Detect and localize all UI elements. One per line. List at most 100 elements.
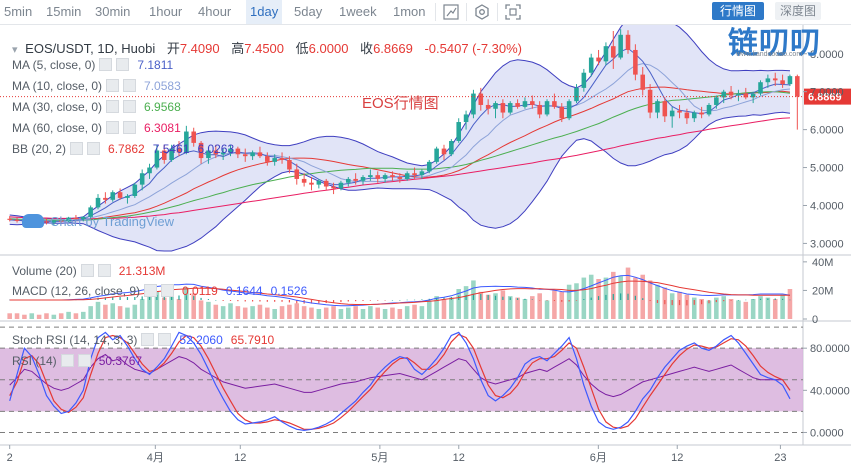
- candle: [110, 190, 116, 202]
- timeframe-1mon[interactable]: 1mon: [393, 4, 426, 19]
- indicator-settings-icon[interactable]: [106, 121, 120, 134]
- timeframe-1week[interactable]: 1week: [339, 4, 377, 19]
- candle-body: [176, 148, 182, 153]
- candle: [213, 144, 219, 159]
- macd-histogram-bar: [126, 297, 129, 300]
- candle-body: [206, 150, 211, 159]
- macd-histogram-bar: [369, 300, 371, 301]
- indicator-settings-icon[interactable]: [99, 58, 113, 71]
- macd-histogram-bar: [156, 294, 158, 300]
- candle-body: [213, 150, 219, 155]
- candle: [574, 84, 579, 104]
- indicator-remove-icon[interactable]: [87, 142, 101, 155]
- price-axis-label: 8.0000: [810, 49, 844, 61]
- volume-bar: [677, 291, 682, 319]
- indicator-remove-icon[interactable]: [123, 100, 137, 113]
- candle: [139, 169, 145, 191]
- indicator-settings-icon[interactable]: [80, 264, 94, 277]
- candle: [390, 171, 395, 181]
- volume-bar: [36, 314, 42, 319]
- indicator-settings-icon[interactable]: [60, 354, 74, 367]
- indicator-settings-icon[interactable]: [70, 142, 84, 155]
- candle: [493, 101, 498, 119]
- candle: [331, 182, 336, 195]
- timeframe-1hour[interactable]: 1hour: [149, 4, 183, 19]
- volume-bar: [81, 311, 86, 319]
- volume-bar: [125, 307, 130, 319]
- candle: [714, 95, 719, 109]
- volume-bar: [397, 309, 403, 319]
- candle-body: [625, 34, 631, 50]
- candle-body: [346, 178, 351, 183]
- timeframe-5day[interactable]: 5day: [294, 4, 323, 19]
- candle: [147, 163, 152, 179]
- indicator-remove-icon[interactable]: [77, 354, 91, 367]
- macd-histogram-bar: [399, 300, 401, 301]
- fullscreen-icon[interactable]: [504, 3, 522, 21]
- macd-histogram-bar: [723, 300, 725, 302]
- candle-body: [139, 173, 145, 185]
- indicator-settings-icon[interactable]: [106, 100, 120, 113]
- indicator-remove-icon[interactable]: [123, 79, 137, 92]
- candle: [662, 97, 668, 123]
- macd-histogram-bar: [9, 299, 11, 301]
- volume-bar: [625, 267, 631, 319]
- candle: [780, 74, 785, 88]
- bb-legend-name: BB (20, 2): [12, 142, 67, 156]
- volume-bar: [360, 309, 366, 319]
- volume-bar: [338, 309, 344, 319]
- indicator-settings-icon[interactable]: [141, 333, 155, 346]
- settings-icon[interactable]: [473, 3, 491, 21]
- candle: [706, 103, 712, 117]
- timeframe-30min[interactable]: 30min: [95, 4, 131, 19]
- volume-bar: [331, 306, 336, 319]
- stoch-axis-label: 40.0000: [810, 385, 850, 397]
- macd-histogram-bar: [443, 297, 445, 300]
- volume-bar: [537, 293, 542, 319]
- chevron-down-icon[interactable]: ▾: [12, 44, 18, 56]
- volume-bar: [574, 283, 579, 319]
- candle: [434, 146, 439, 164]
- macd-histogram-bar: [487, 294, 489, 300]
- indicator-settings-icon[interactable]: [144, 284, 158, 297]
- tradingview-badge[interactable]: Chart by TradingView: [22, 214, 174, 229]
- candle: [581, 68, 587, 92]
- macd-histogram-bar: [377, 300, 379, 301]
- chart-area[interactable]: 6.8869 8.0000 7.0000 6.0000 5.0000 4.0000 3.00…: [0, 25, 851, 470]
- candle-body: [618, 34, 623, 58]
- volume-bar: [323, 307, 329, 319]
- timeframe-15min[interactable]: 15min: [46, 4, 82, 19]
- candle-body: [404, 173, 410, 179]
- timeframe-4hour[interactable]: 4hour: [198, 4, 232, 19]
- indicator-remove-icon[interactable]: [123, 121, 137, 134]
- volume-bar: [139, 299, 145, 319]
- draw-line-icon[interactable]: [442, 3, 460, 21]
- timeframe-5min[interactable]: 5min: [4, 4, 33, 19]
- indicator-settings-icon[interactable]: [106, 79, 120, 92]
- macd-histogram-bar: [171, 294, 173, 300]
- candle-body: [287, 159, 292, 170]
- candle-body: [795, 76, 800, 97]
- macd-histogram-bar: [436, 297, 438, 300]
- macd-histogram-bar: [148, 295, 151, 300]
- candle: [368, 169, 373, 181]
- candle: [419, 169, 425, 179]
- volume-bar: [728, 299, 734, 319]
- macd-histogram-bar: [524, 298, 526, 300]
- indicator-remove-icon[interactable]: [116, 58, 130, 71]
- candle-body: [375, 175, 381, 179]
- tab-price-chart[interactable]: 行情图: [712, 2, 764, 20]
- macd-histogram-bar: [472, 293, 475, 300]
- ma-legend-name: MA (30, close, 0): [12, 100, 103, 114]
- indicator-remove-icon[interactable]: [97, 264, 111, 277]
- macd-histogram-bar: [384, 300, 386, 301]
- candle: [161, 144, 167, 164]
- macd-histogram-bar: [502, 296, 504, 300]
- indicator-remove-icon[interactable]: [161, 284, 175, 297]
- candle: [58, 218, 64, 223]
- timeframe-1day[interactable]: 1day: [246, 0, 283, 24]
- indicator-remove-icon[interactable]: [158, 333, 172, 346]
- candle: [552, 93, 557, 109]
- candle: [507, 101, 513, 115]
- tab-depth-chart[interactable]: 深度图: [775, 2, 821, 20]
